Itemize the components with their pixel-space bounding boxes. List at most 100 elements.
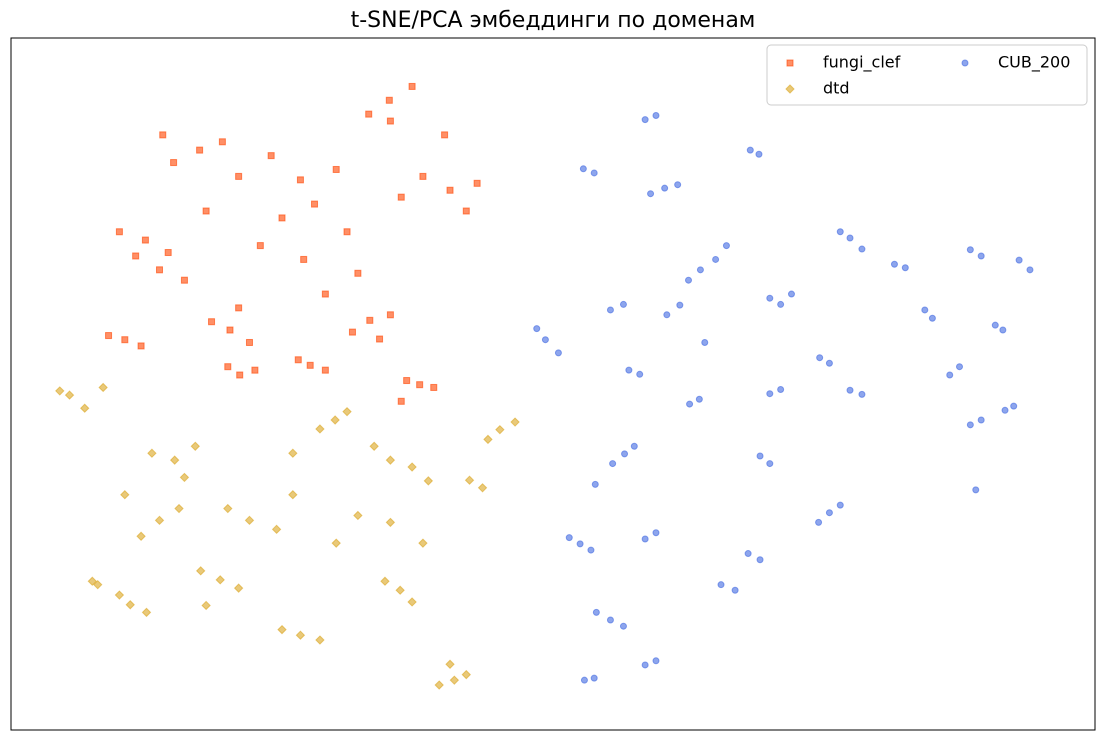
point [674,181,682,189]
point [288,490,298,500]
point [105,332,113,340]
point [621,450,629,458]
point [580,676,588,684]
point [554,349,562,357]
point [676,301,684,309]
point [846,234,854,242]
point [201,600,211,611]
point [397,397,405,405]
point [928,314,936,322]
point [858,245,866,253]
point [55,386,65,396]
points [55,82,1034,690]
point [766,460,774,468]
point [407,462,417,472]
point [271,524,282,535]
point [136,531,146,541]
point [1001,406,1009,414]
point [717,581,725,589]
point [380,576,390,586]
point [306,361,314,369]
point [890,260,898,268]
point [816,354,824,362]
point [541,336,549,344]
legend-box [766,44,1088,106]
point [386,117,394,125]
point [858,390,866,398]
point [972,486,980,494]
point [619,300,627,308]
point [991,321,999,329]
point [701,338,709,346]
point [385,96,393,104]
point [267,152,275,160]
point [483,434,493,445]
point [125,600,135,610]
point [587,546,595,554]
point [661,184,669,192]
point [195,566,206,576]
point [579,165,587,173]
point [966,421,974,429]
point [592,608,600,616]
point [652,112,660,120]
point [744,550,752,558]
point [385,517,396,528]
point [141,607,152,618]
point [921,306,929,314]
point [277,624,287,635]
point [590,674,598,682]
point [731,586,739,594]
point [641,661,649,669]
point [510,417,520,427]
point [179,472,190,483]
point [419,172,427,180]
point [296,176,304,184]
point [114,590,125,600]
point [825,509,833,517]
point [300,255,308,263]
point [115,228,123,236]
legend-label: fungi_clef [823,53,901,73]
point [756,452,764,460]
point [395,585,405,595]
point [625,366,633,374]
point [1026,266,1034,274]
point [956,363,963,371]
point [132,252,140,260]
point [815,518,823,526]
point [170,159,178,167]
point [295,630,306,640]
point [93,579,103,590]
point [766,294,774,302]
point [256,242,264,250]
point [756,556,764,564]
point [766,390,774,398]
point [619,622,627,630]
point [846,386,854,394]
point [121,336,129,344]
point [590,169,598,177]
point [354,269,362,277]
point [235,172,243,180]
legend-marker [786,59,794,67]
point [977,252,985,260]
point [473,179,481,187]
point [244,515,255,526]
point [977,416,985,424]
point [652,529,660,537]
point [408,82,416,90]
point [330,415,340,425]
point [418,538,428,548]
point [462,207,470,215]
point [630,442,638,450]
point [461,669,471,680]
point [365,110,373,118]
point [434,680,444,690]
point [366,316,374,324]
point [202,207,210,215]
point [685,276,692,284]
point [495,424,505,435]
point [294,356,302,364]
